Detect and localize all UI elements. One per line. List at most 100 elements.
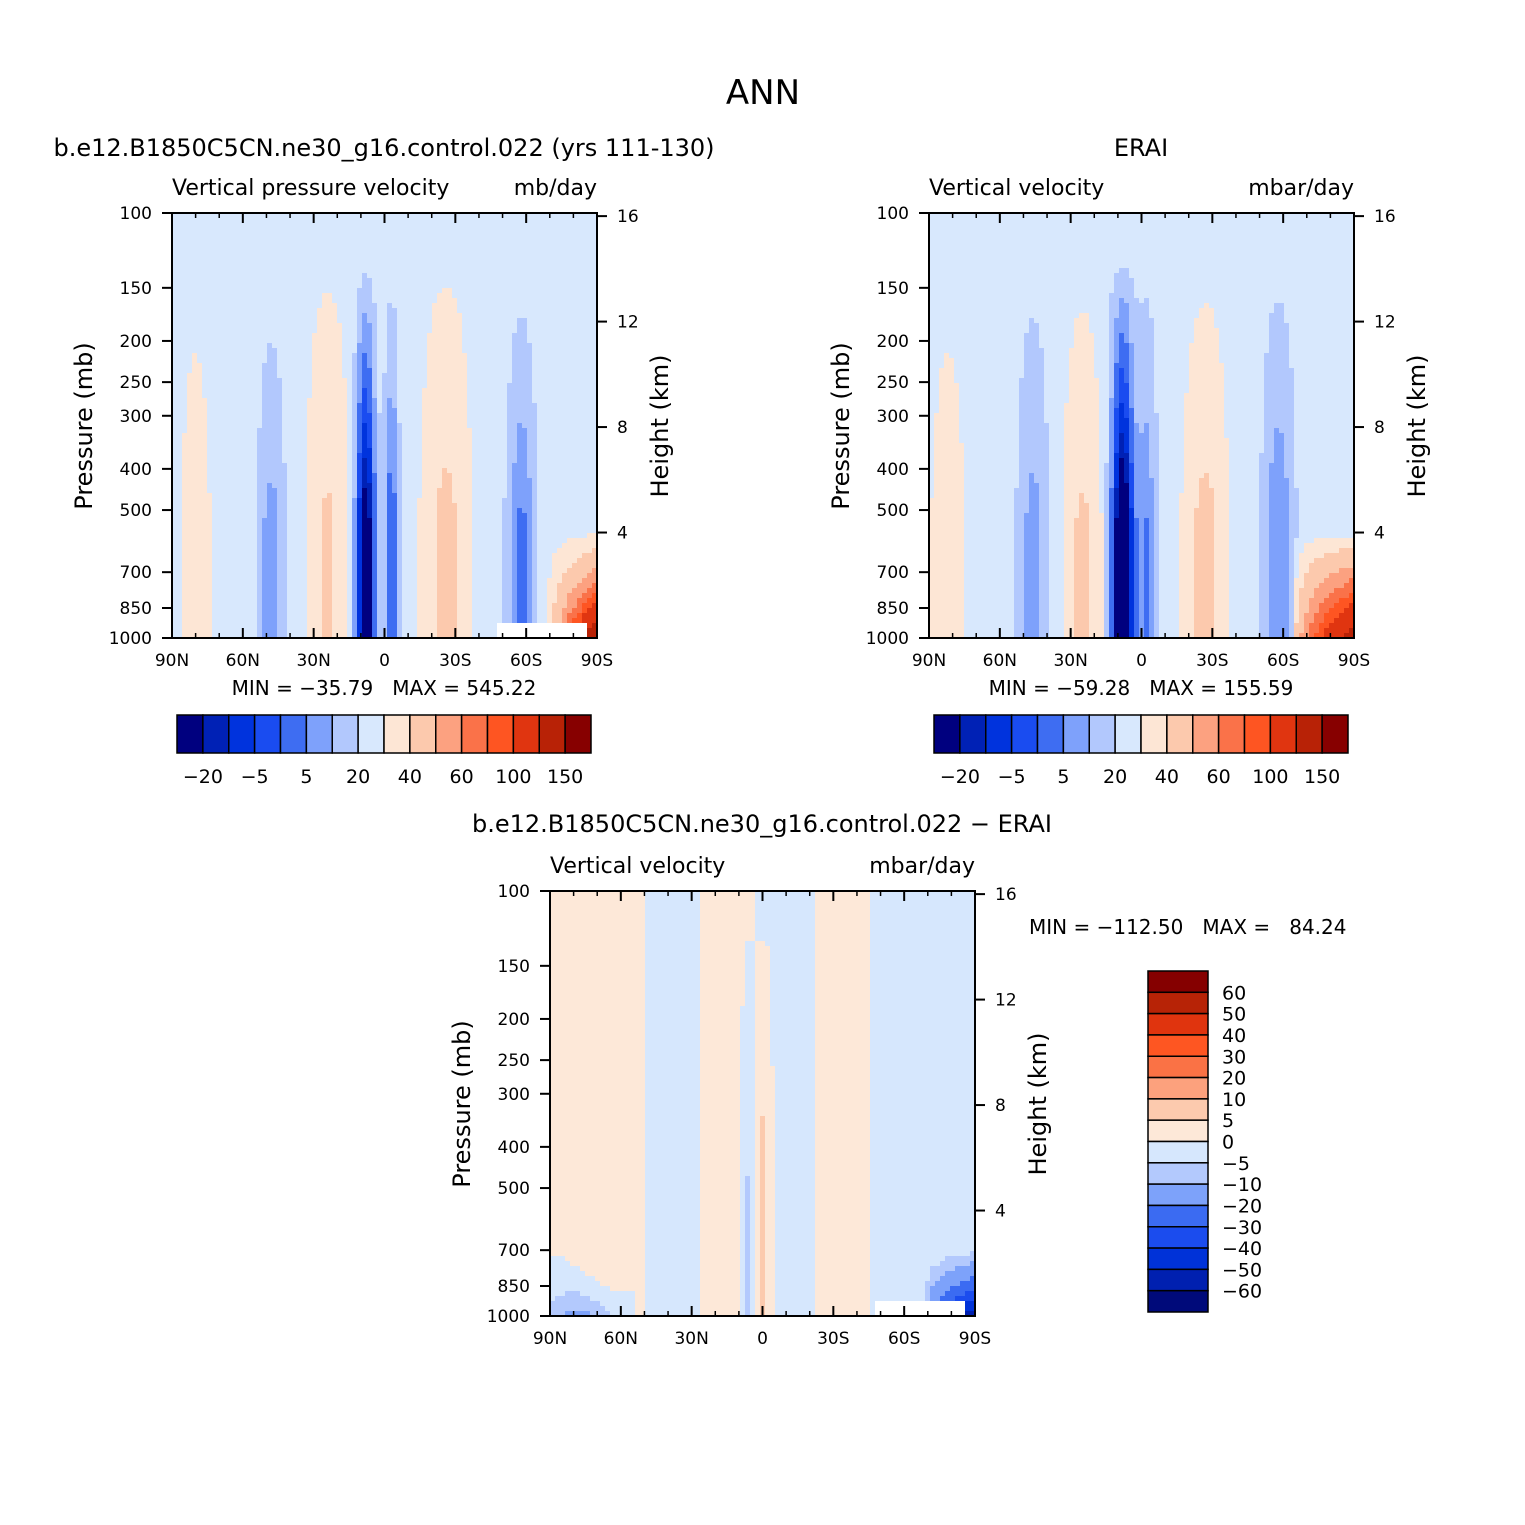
panel-model-cell: [587, 423, 593, 429]
panel-model-cell: [182, 318, 188, 324]
panel-model-cell: [587, 388, 593, 394]
panel-model-cell: [547, 333, 553, 339]
panel-model-cell: [492, 373, 498, 379]
panel-model-cell: [577, 363, 583, 369]
panel-model-cell: [217, 273, 223, 279]
panel-model-cell: [567, 258, 573, 264]
panel-model-cell: [322, 368, 328, 374]
panel-model-cell: [242, 238, 248, 244]
panel-model-cell: [517, 298, 523, 304]
panel-model-cell: [482, 478, 488, 484]
panel-model-cell: [542, 368, 548, 374]
panel-model-cell: [287, 308, 293, 314]
panel-model-cell: [277, 398, 283, 404]
panel-model-cell: [497, 498, 503, 504]
panel-model-cell: [437, 393, 443, 399]
panel-model-cell: [567, 368, 573, 374]
panel-model-cell: [472, 453, 478, 459]
panel-model-cell: [542, 473, 548, 479]
panel-model-cell: [247, 288, 253, 294]
panel-model-cell: [257, 338, 263, 344]
panel-model-cell: [322, 228, 328, 234]
panel-model-cell: [192, 393, 198, 399]
panel-model-cell: [582, 348, 588, 354]
panel-model-cell: [382, 473, 388, 479]
panel-model-cell: [392, 403, 398, 409]
panel-model-cell: [502, 378, 508, 384]
panel-model-cell: [362, 313, 368, 319]
panel-model-cell: [387, 333, 393, 339]
panel-model-cell: [387, 458, 393, 464]
panel-model-cell: [307, 353, 313, 359]
panel-model-cell: [207, 273, 213, 279]
panel-model-cell: [507, 303, 513, 309]
panel-model-cell: [322, 288, 328, 294]
panel-model-cell: [507, 223, 513, 229]
panel-model-cell: [182, 273, 188, 279]
panel-model-cell: [387, 263, 393, 269]
panel-model-cell: [272, 358, 278, 364]
panel-model-cell: [212, 283, 218, 289]
panel-model-cell: [462, 353, 468, 359]
panel-model-cell: [397, 223, 403, 229]
panel-model-cell: [577, 423, 583, 429]
panel-model-cell: [412, 438, 418, 444]
panel-model-cell: [572, 233, 578, 239]
panel-model-cell: [392, 488, 398, 494]
panel-model-cell: [502, 428, 508, 434]
panel-model-cell: [467, 263, 473, 269]
panel-model-cell: [542, 238, 548, 244]
panel-model-cell: [442, 458, 448, 464]
panel-model-cell: [457, 428, 463, 434]
panel-model-cell: [262, 258, 268, 264]
panel-model-cell: [367, 378, 373, 384]
panel-model-cell: [202, 448, 208, 454]
panel-model-cell: [317, 408, 323, 414]
panel-model-cell: [532, 238, 538, 244]
panel-model-cell: [327, 218, 333, 224]
panel-model-cell: [482, 488, 488, 494]
panel-model-cell: [357, 433, 363, 439]
panel-model-cell: [292, 503, 298, 509]
panel-model-cell: [462, 468, 468, 474]
panel-model-cell: [202, 238, 208, 244]
panel-model-cell: [427, 338, 433, 344]
panel-model-cell: [377, 218, 383, 224]
panel-model-cell: [317, 363, 323, 369]
panel-model-cell: [182, 378, 188, 384]
panel-model-cell: [392, 288, 398, 294]
panel-model-cell: [492, 318, 498, 324]
panel-model-cell: [407, 498, 413, 504]
panel-model-cell: [427, 278, 433, 284]
panel-model-cell: [262, 278, 268, 284]
panel-model-cell: [512, 253, 518, 259]
panel-model-cell: [267, 303, 273, 309]
panel-model-cell: [452, 418, 458, 424]
panel-model-cell: [582, 298, 588, 304]
panel-model-cell: [502, 228, 508, 234]
panel-model-cell: [462, 223, 468, 229]
panel-model-cell: [277, 298, 283, 304]
panel-model-cell: [512, 283, 518, 289]
panel-model-cell: [392, 343, 398, 349]
panel-model-cell: [502, 393, 508, 399]
panel-model-cell: [487, 233, 493, 239]
panel-model-cell: [347, 278, 353, 284]
panel-model-cell: [187, 413, 193, 419]
panel-model-cell: [232, 358, 238, 364]
panel-model-cell: [222, 498, 228, 504]
panel-model-cell: [332, 478, 338, 484]
panel-model-cell: [262, 363, 268, 369]
panel-model-cell: [527, 438, 533, 444]
panel-model-contour-field: [172, 213, 598, 639]
panel-model-cell: [287, 453, 293, 459]
panel-model-cell: [552, 403, 558, 409]
panel-model-cell: [287, 283, 293, 289]
panel-model-cell: [382, 363, 388, 369]
panel-model-cell: [387, 258, 393, 264]
panel-model-cell: [407, 493, 413, 499]
panel-model-cell: [232, 228, 238, 234]
panel-model-cell: [537, 233, 543, 239]
panel-model-cell: [542, 288, 548, 294]
panel-model-cell: [457, 363, 463, 369]
